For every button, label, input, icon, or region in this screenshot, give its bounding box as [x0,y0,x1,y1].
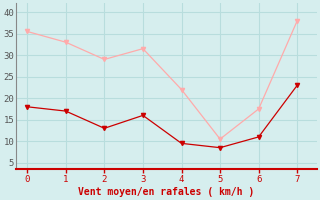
X-axis label: Vent moyen/en rafales ( km/h ): Vent moyen/en rafales ( km/h ) [78,187,254,197]
